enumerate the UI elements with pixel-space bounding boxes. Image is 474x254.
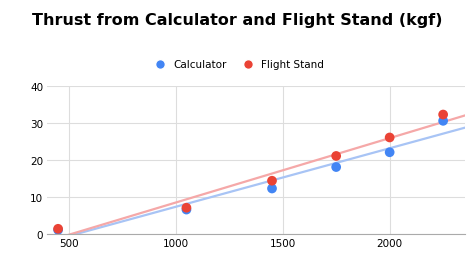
Point [386, 151, 393, 155]
Point [182, 208, 190, 212]
Point [182, 206, 190, 210]
Point [268, 187, 276, 191]
Legend: Calculator, Flight Stand: Calculator, Flight Stand [146, 56, 328, 74]
Point [439, 119, 447, 123]
Point [55, 228, 62, 232]
Point [332, 154, 340, 158]
Point [386, 136, 393, 140]
Point [439, 113, 447, 117]
Point [268, 179, 276, 183]
Point [332, 165, 340, 169]
Text: Thrust from Calculator and Flight Stand (kgf): Thrust from Calculator and Flight Stand … [32, 13, 442, 28]
Point [55, 227, 62, 231]
